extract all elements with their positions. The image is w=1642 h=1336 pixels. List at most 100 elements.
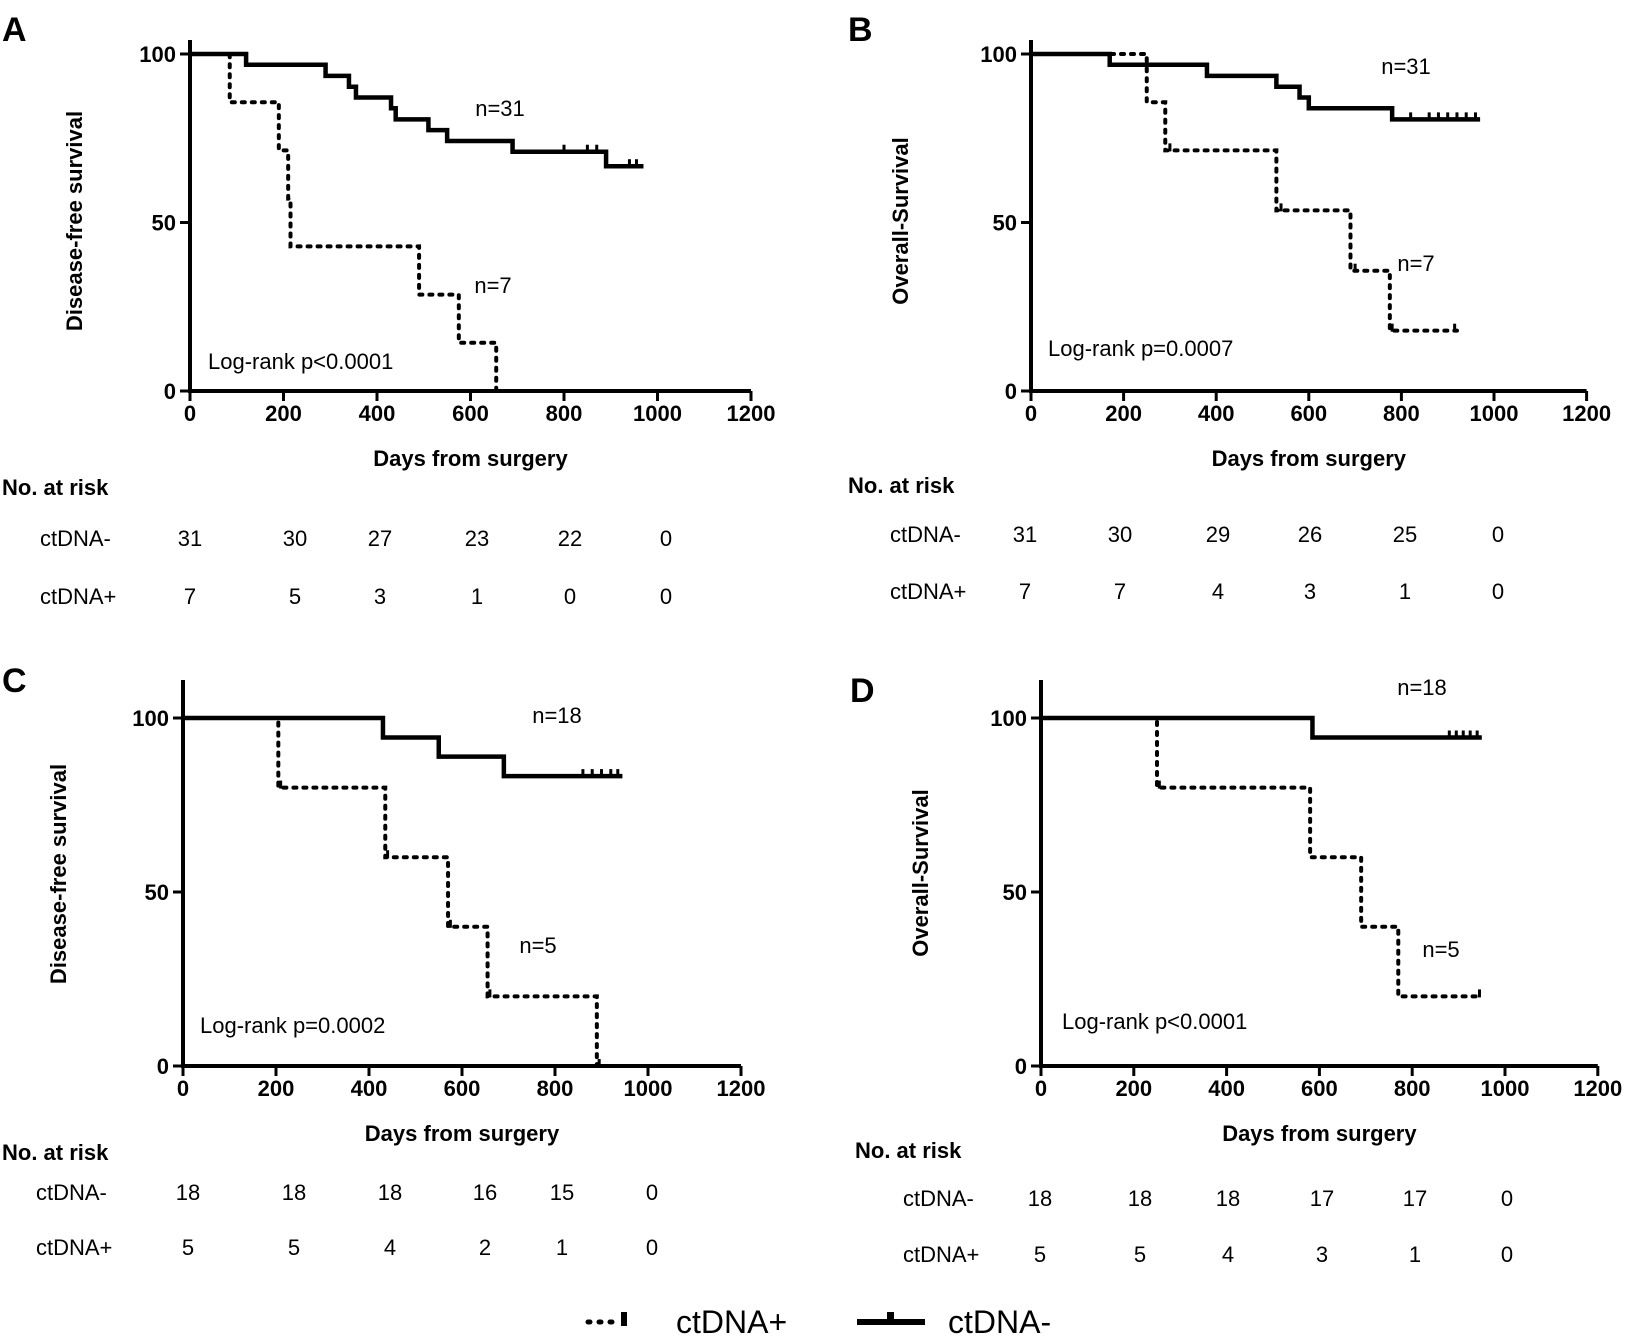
risk-count: 18 [1216,1186,1240,1211]
log-rank-annotation: Log-rank p<0.0001 [208,349,393,374]
risk-count: 7 [1019,579,1031,604]
risk-count: 5 [1034,1242,1046,1267]
risk-count: 23 [465,526,489,551]
n-label: n=7 [474,273,511,298]
x-tick-label: 1000 [624,1076,673,1101]
n-label: n=5 [1422,937,1459,962]
x-tick-label: 200 [265,401,302,426]
x-tick-label: 400 [1208,1076,1245,1101]
legend-swatch-censor [621,1312,627,1326]
risk-count: 18 [176,1180,200,1205]
x-tick-label: 0 [1035,1076,1047,1101]
x-tick-label: 1000 [1470,401,1519,426]
risk-count: 30 [283,526,307,551]
x-tick-label: 800 [537,1076,574,1101]
x-tick-label: 200 [1115,1076,1152,1101]
x-tick-label: 400 [1198,401,1235,426]
y-tick-label: 50 [1003,880,1027,905]
panel-label: C [2,662,27,700]
log-rank-annotation: Log-rank p=0.0002 [200,1013,385,1038]
risk-count: 18 [1128,1186,1152,1211]
y-tick-label: 100 [139,42,176,67]
risk-row-label: ctDNA- [40,526,111,551]
km-curve-ctdnaneg [183,715,623,779]
risk-table-title: No. at risk [2,1140,109,1165]
km-curve-ctdnapos [188,52,499,393]
km-curve-ctdnapos [181,716,599,1068]
panel-label: D [850,672,875,710]
y-tick-label: 0 [164,379,176,404]
n-label: n=31 [475,96,525,121]
risk-count: 0 [660,584,672,609]
risk-count: 1 [1399,579,1411,604]
x-tick-label: 600 [452,401,489,426]
km-curve-ctdnapos [1039,716,1484,999]
risk-count: 4 [384,1235,396,1260]
x-axis-title: Days from surgery [373,446,568,471]
risk-count: 0 [660,526,672,551]
x-tick-label: 200 [258,1076,295,1101]
x-axis-title: Days from surgery [1212,446,1407,471]
x-tick-label: 1200 [717,1076,766,1101]
risk-count: 5 [289,584,301,609]
risk-count: 0 [1501,1242,1513,1267]
risk-count: 18 [1028,1186,1052,1211]
risk-count: 5 [182,1235,194,1260]
risk-count: 0 [564,584,576,609]
risk-row-label: ctDNA+ [36,1235,112,1260]
risk-count: 0 [646,1235,658,1260]
risk-count: 18 [378,1180,402,1205]
x-axis-title: Days from surgery [365,1121,560,1146]
n-label: n=5 [519,933,556,958]
x-tick-label: 0 [1025,401,1037,426]
risk-count: 2 [479,1235,491,1260]
risk-count: 31 [178,526,202,551]
risk-count: 31 [1013,522,1037,547]
risk-count: 29 [1206,522,1230,547]
x-tick-label: 800 [1394,1076,1431,1101]
legend-label-ctdna-pos: ctDNA+ [676,1304,787,1336]
y-tick-label: 0 [1005,379,1017,404]
km-curve-ctdnaneg [1031,51,1481,122]
risk-count: 17 [1310,1186,1334,1211]
risk-count: 3 [374,584,386,609]
risk-count: 0 [1492,522,1504,547]
risk-count: 1 [556,1235,568,1260]
risk-count: 1 [471,584,483,609]
risk-count: 5 [1134,1242,1146,1267]
x-tick-label: 400 [351,1076,388,1101]
risk-count: 4 [1222,1242,1234,1267]
x-tick-label: 600 [444,1076,481,1101]
y-tick-label: 50 [145,880,169,905]
risk-count: 0 [1492,579,1504,604]
log-rank-annotation: Log-rank p=0.0007 [1048,336,1233,361]
panel-label: B [848,11,873,49]
km-curve-ctdnaneg [190,51,644,169]
km-curve-ctdnaneg [1041,715,1482,740]
x-tick-label: 1200 [727,401,776,426]
risk-count: 15 [550,1180,574,1205]
y-tick-label: 100 [980,42,1017,67]
risk-row-label: ctDNA+ [890,579,966,604]
x-tick-label: 600 [1301,1076,1338,1101]
risk-table-title: No. at risk [855,1138,962,1163]
panel-label: A [2,11,27,49]
risk-row-label: ctDNA+ [40,584,116,609]
x-tick-label: 1000 [1481,1076,1530,1101]
risk-table-title: No. at risk [848,473,955,498]
risk-count: 0 [1501,1186,1513,1211]
y-tick-label: 100 [990,706,1027,731]
x-tick-label: 800 [546,401,583,426]
risk-count: 27 [368,526,392,551]
legend-swatch-censor [887,1312,894,1324]
risk-row-label: ctDNA- [36,1180,107,1205]
x-tick-label: 800 [1383,401,1420,426]
y-axis-title: Disease-free survival [62,111,87,331]
risk-count: 3 [1316,1242,1328,1267]
x-tick-label: 200 [1105,401,1142,426]
legend-label-ctdna-neg: ctDNA- [948,1304,1051,1336]
